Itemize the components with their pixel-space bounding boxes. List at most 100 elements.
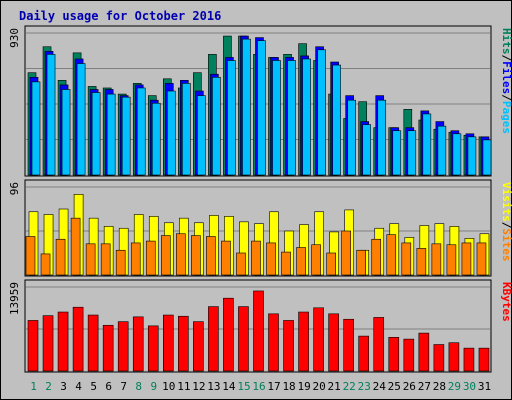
bar-pages-day-31	[482, 139, 492, 176]
bar-sites-day-6	[100, 243, 111, 276]
bar-pages-day-11	[182, 83, 191, 176]
bar-kbytes-day-12	[193, 321, 204, 372]
bar-sites-day-25	[386, 234, 397, 276]
bar-kbytes-day-31	[478, 347, 490, 372]
bar-pages-day-8	[136, 87, 146, 176]
x-tick-label: 25	[388, 380, 401, 393]
x-tick-label: 23	[358, 380, 371, 393]
bar-sites-day-29	[446, 244, 457, 276]
bar-kbytes-day-22	[343, 318, 354, 372]
bar-sites-day-21	[326, 252, 336, 276]
bar-kbytes-day-17	[268, 313, 279, 372]
bar-sites-day-4	[70, 217, 81, 276]
panel-hits-files-pages: 930 Hits/Files/Pages	[8, 25, 512, 177]
bar-sites-day-31	[476, 242, 487, 276]
bar-sites-day-18	[281, 251, 291, 276]
bar-pages-day-27	[422, 113, 432, 176]
bar-sites-day-22	[341, 230, 351, 276]
bar-pages-day-19	[302, 58, 311, 176]
x-tick-label: 10	[162, 380, 175, 393]
x-tick-label: 16	[252, 380, 265, 393]
panel-visits-sites: 96 Visits/Sites	[8, 179, 512, 277]
x-tick-label: 21	[328, 380, 341, 393]
bar-sites-day-9	[145, 240, 156, 276]
bar-sites-day-17	[266, 242, 276, 276]
bar-kbytes-day-25	[388, 337, 400, 372]
bar-sites-day-14	[221, 240, 231, 276]
x-tick-label: 22	[343, 380, 356, 393]
bar-pages-day-22	[347, 99, 356, 176]
bar-pages-day-12	[197, 95, 206, 176]
bar-kbytes-day-5	[87, 314, 99, 372]
bar-pages-day-7	[121, 96, 131, 176]
x-tick-label: 13	[207, 380, 220, 393]
right-legend-hits-files-pages: Hits/Files/Pages	[500, 28, 512, 134]
x-tick-label: 11	[177, 380, 190, 393]
bar-pages-day-1	[31, 81, 41, 176]
legend-sites: Sites	[500, 228, 512, 261]
bar-sites-day-24	[371, 238, 382, 276]
bar-kbytes-day-24	[373, 317, 385, 372]
bar-pages-day-4	[76, 63, 86, 176]
bar-pages-day-14	[227, 60, 236, 176]
bar-kbytes-day-15	[238, 306, 249, 372]
bar-kbytes-day-18	[283, 320, 294, 372]
bar-pages-day-30	[467, 136, 477, 176]
bar-kbytes-day-16	[253, 290, 264, 372]
bar-sites-day-15	[236, 252, 246, 276]
bar-sites-day-30	[461, 242, 472, 276]
chart-title: Daily usage for October 2016	[19, 9, 221, 23]
legend-separator: /	[500, 222, 512, 229]
bar-kbytes-day-8	[132, 316, 144, 372]
bar-pages-day-17	[272, 60, 281, 176]
x-tick-label: 20	[313, 380, 326, 393]
x-tick-label: 27	[418, 380, 431, 393]
bar-sites-day-23	[356, 249, 367, 276]
bar-kbytes-day-28	[433, 344, 445, 372]
series-kbytes	[27, 290, 490, 372]
bar-kbytes-day-14	[223, 297, 234, 372]
x-axis-labels: 1 2 3 4 5 6 7 8 9 10 11 12 13 14 15 16 17 18 19 20 21 22 23 24 2…	[30, 380, 491, 393]
bar-pages-day-13	[212, 76, 221, 176]
x-tick-label: 4	[75, 380, 82, 393]
x-tick-label: 5	[90, 380, 97, 393]
bar-kbytes-day-26	[403, 338, 415, 372]
bar-pages-day-2	[46, 54, 56, 176]
bar-sites-day-28	[431, 243, 442, 276]
x-tick-label: 6	[105, 380, 112, 393]
x-tick-label: 8	[135, 380, 142, 393]
bar-kbytes-day-2	[42, 315, 54, 372]
bar-pages-day-28	[437, 125, 447, 176]
bar-pages-day-23	[362, 124, 372, 176]
panel-kbytes: 13959 KBytes	[8, 279, 512, 373]
legend-separator: /	[500, 55, 512, 62]
bar-sites-day-3	[55, 238, 66, 276]
bar-kbytes-day-30	[463, 347, 475, 372]
bar-pages-day-18	[287, 60, 296, 176]
bar-kbytes-day-6	[102, 324, 114, 372]
x-tick-label: 31	[478, 380, 491, 393]
bar-sites-day-19	[296, 247, 306, 276]
x-tick-label: 3	[60, 380, 67, 393]
bar-pages-day-20	[317, 49, 326, 176]
bar-pages-day-21	[332, 64, 341, 176]
bar-sites-day-12	[191, 235, 201, 276]
bar-kbytes-day-20	[313, 307, 324, 372]
bar-sites-day-2	[40, 253, 51, 276]
bar-kbytes-day-7	[117, 321, 129, 372]
bar-kbytes-day-4	[72, 306, 84, 372]
legend-kbytes: KBytes	[500, 282, 512, 322]
x-tick-label: 7	[120, 380, 127, 393]
bar-sites-day-11	[176, 233, 186, 276]
bar-kbytes-day-13	[208, 306, 219, 372]
bar-sites-day-20	[311, 244, 321, 276]
x-tick-label: 17	[267, 380, 280, 393]
legend-files: Files	[500, 61, 512, 94]
x-tick-label: 30	[463, 380, 476, 393]
x-tick-label: 28	[433, 380, 446, 393]
bar-kbytes-day-27	[418, 332, 430, 372]
bar-kbytes-day-23	[358, 335, 370, 372]
bar-kbytes-day-21	[328, 313, 339, 372]
bar-pages-day-10	[166, 90, 176, 176]
